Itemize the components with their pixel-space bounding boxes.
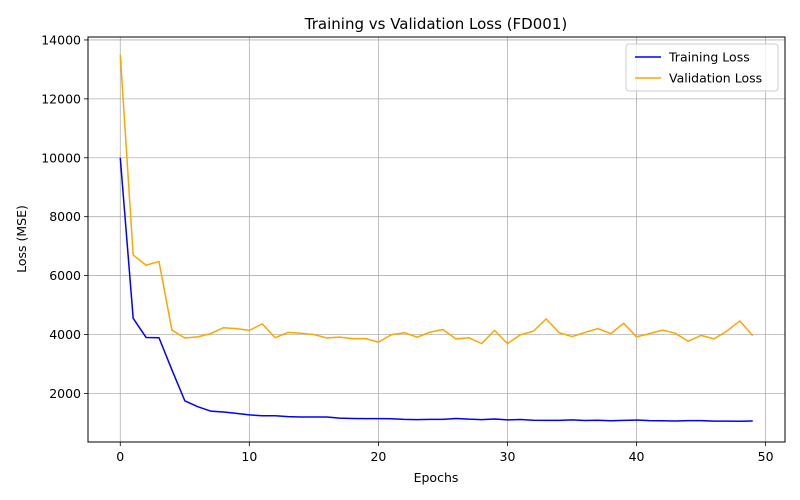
y-tick-label: 8000	[49, 209, 81, 224]
series-line-training-loss	[119, 157, 753, 422]
x-tick-label: 20	[370, 449, 386, 464]
y-tick-label: 14000	[41, 32, 81, 47]
x-axis: 0 10 20 30 40 50	[116, 442, 774, 464]
y-tick-label: 12000	[41, 91, 81, 106]
y-axis: 2000 4000 6000 8000 10000 12000 14000	[41, 32, 88, 401]
y-tick-label: 2000	[49, 386, 81, 401]
x-tick-label: 30	[500, 449, 516, 464]
x-tick-label: 10	[241, 449, 257, 464]
legend-label: Training Loss	[668, 50, 750, 65]
legend-box	[625, 43, 779, 92]
series-layer	[119, 54, 754, 422]
plot-frame	[87, 36, 786, 443]
chart-title: Training vs Validation Loss (FD001)	[304, 15, 567, 33]
series-line-validation-loss	[119, 54, 754, 345]
x-tick-label: 0	[116, 449, 124, 464]
x-tick-label: 40	[629, 449, 645, 464]
x-axis-label: Epochs	[414, 470, 459, 485]
y-axis-label: Loss (MSE)	[14, 205, 29, 273]
y-tick-label: 6000	[49, 268, 81, 283]
y-tick-label: 10000	[41, 150, 81, 165]
x-tick-label: 50	[758, 449, 774, 464]
legend-label: Validation Loss	[669, 71, 762, 86]
y-tick-label: 4000	[49, 327, 81, 342]
legend: Training Loss Validation Loss	[625, 43, 779, 92]
